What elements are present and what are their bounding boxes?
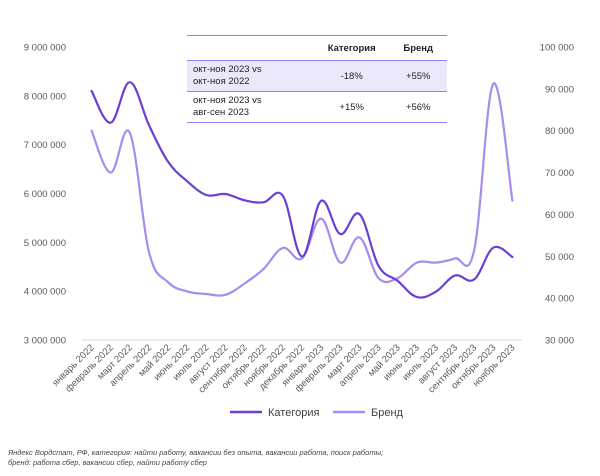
table-header-row: Категория Бренд	[187, 35, 447, 61]
table-row: окт-ноя 2023 vs авг-сен 2023 +15% +56%	[187, 92, 447, 123]
row-label-line: окт-ноя 2022	[193, 76, 250, 87]
row-label-line: окт-ноя 2023 vs	[193, 64, 262, 75]
y-left-tick-label: 3 000 000	[24, 336, 66, 347]
y-right-tick-label: 30 000	[545, 336, 574, 347]
series-layer	[90, 81, 514, 299]
comparison-table: Категория Бренд окт-ноя 2023 vs окт-ноя …	[187, 35, 447, 123]
y-left-tick-label: 6 000 000	[24, 189, 66, 200]
source-footnote: Яндекс Вордстат, РФ, категория: найти ра…	[8, 448, 568, 468]
category-change: +15%	[339, 101, 364, 113]
y-left-tick-label: 4 000 000	[24, 287, 66, 298]
table-row: окт-ноя 2023 vs окт-ноя 2022 -18% +55%	[187, 60, 447, 92]
line-chart: 3 000 000 4 000 000 5 000 000 6 000 000 7 00…	[24, 43, 574, 420]
brand-change: +56%	[405, 101, 431, 113]
table-header-category: Категория	[327, 42, 376, 54]
row-label: окт-ноя 2023 vs окт-ноя 2022	[187, 61, 314, 92]
y-right-tick-label: 50 000	[545, 252, 574, 263]
y-right-tick-label: 80 000	[545, 126, 574, 137]
y-right-tick-label: 90 000	[545, 84, 574, 95]
footnote-line: бренд: работа сбер, вакансии сбер, найти…	[8, 458, 207, 467]
category-change: -18%	[340, 70, 363, 82]
y-right-axis: 30 000 40 000 50 000 60 000 70 000 80 000 90 0…	[540, 43, 574, 347]
footnote-line: Яндекс Вордстат, РФ, категория: найти ра…	[8, 448, 384, 457]
row-label: окт-ноя 2023 vs авг-сен 2023	[187, 92, 314, 123]
row-label-line: авг-сен 2023	[193, 107, 250, 118]
y-left-tick-label: 7 000 000	[24, 140, 66, 151]
legend-label-category: Категория	[268, 407, 319, 419]
y-left-tick-label: 8 000 000	[24, 91, 66, 102]
series-line-category	[90, 81, 514, 299]
y-right-tick-label: 70 000	[545, 168, 574, 179]
table-header-brand: Бренд	[403, 42, 434, 54]
y-left-axis: 3 000 000 4 000 000 5 000 000 6 000 000 7 00…	[24, 43, 66, 347]
row-label-line: окт-ноя 2023 vs	[193, 95, 262, 106]
brand-change: +55%	[405, 70, 431, 82]
y-right-tick-label: 40 000	[545, 294, 574, 305]
legend-label-brand: Бренд	[371, 407, 404, 419]
y-right-tick-label: 100 000	[540, 43, 574, 54]
legend: Категория Бренд	[230, 407, 404, 419]
y-right-tick-label: 60 000	[545, 210, 574, 221]
y-left-tick-label: 9 000 000	[24, 43, 66, 54]
table-header-empty	[187, 36, 314, 61]
y-left-tick-label: 5 000 000	[24, 238, 66, 249]
